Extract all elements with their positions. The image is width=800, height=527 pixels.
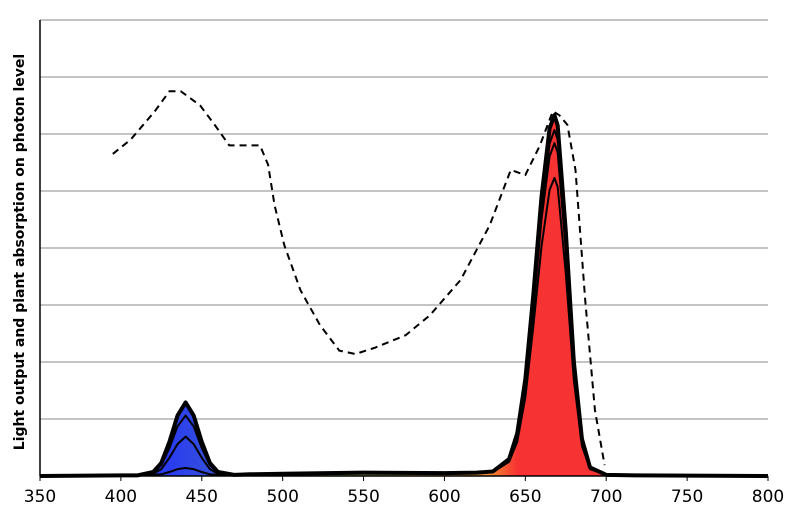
x-tick-label: 400 <box>105 487 137 507</box>
x-tick-label: 500 <box>266 487 298 507</box>
x-tick-label: 750 <box>671 487 703 507</box>
x-tick-label: 650 <box>509 487 541 507</box>
absorption-line <box>112 90 606 466</box>
spectrum-line <box>39 176 769 477</box>
spectrum-line <box>39 142 769 477</box>
x-tick-label: 350 <box>24 487 56 507</box>
spectrum-fill <box>40 115 768 476</box>
x-tick-label: 450 <box>186 487 218 507</box>
y-axis-label: Light output and plant absorption on pho… <box>12 54 28 450</box>
spectrum-line <box>39 113 769 478</box>
spectrum-line <box>39 129 769 477</box>
x-tick-label: 600 <box>428 487 460 507</box>
x-tick-label: 700 <box>590 487 622 507</box>
x-tick-label: 550 <box>347 487 379 507</box>
x-tick-label: 800 <box>752 487 784 507</box>
